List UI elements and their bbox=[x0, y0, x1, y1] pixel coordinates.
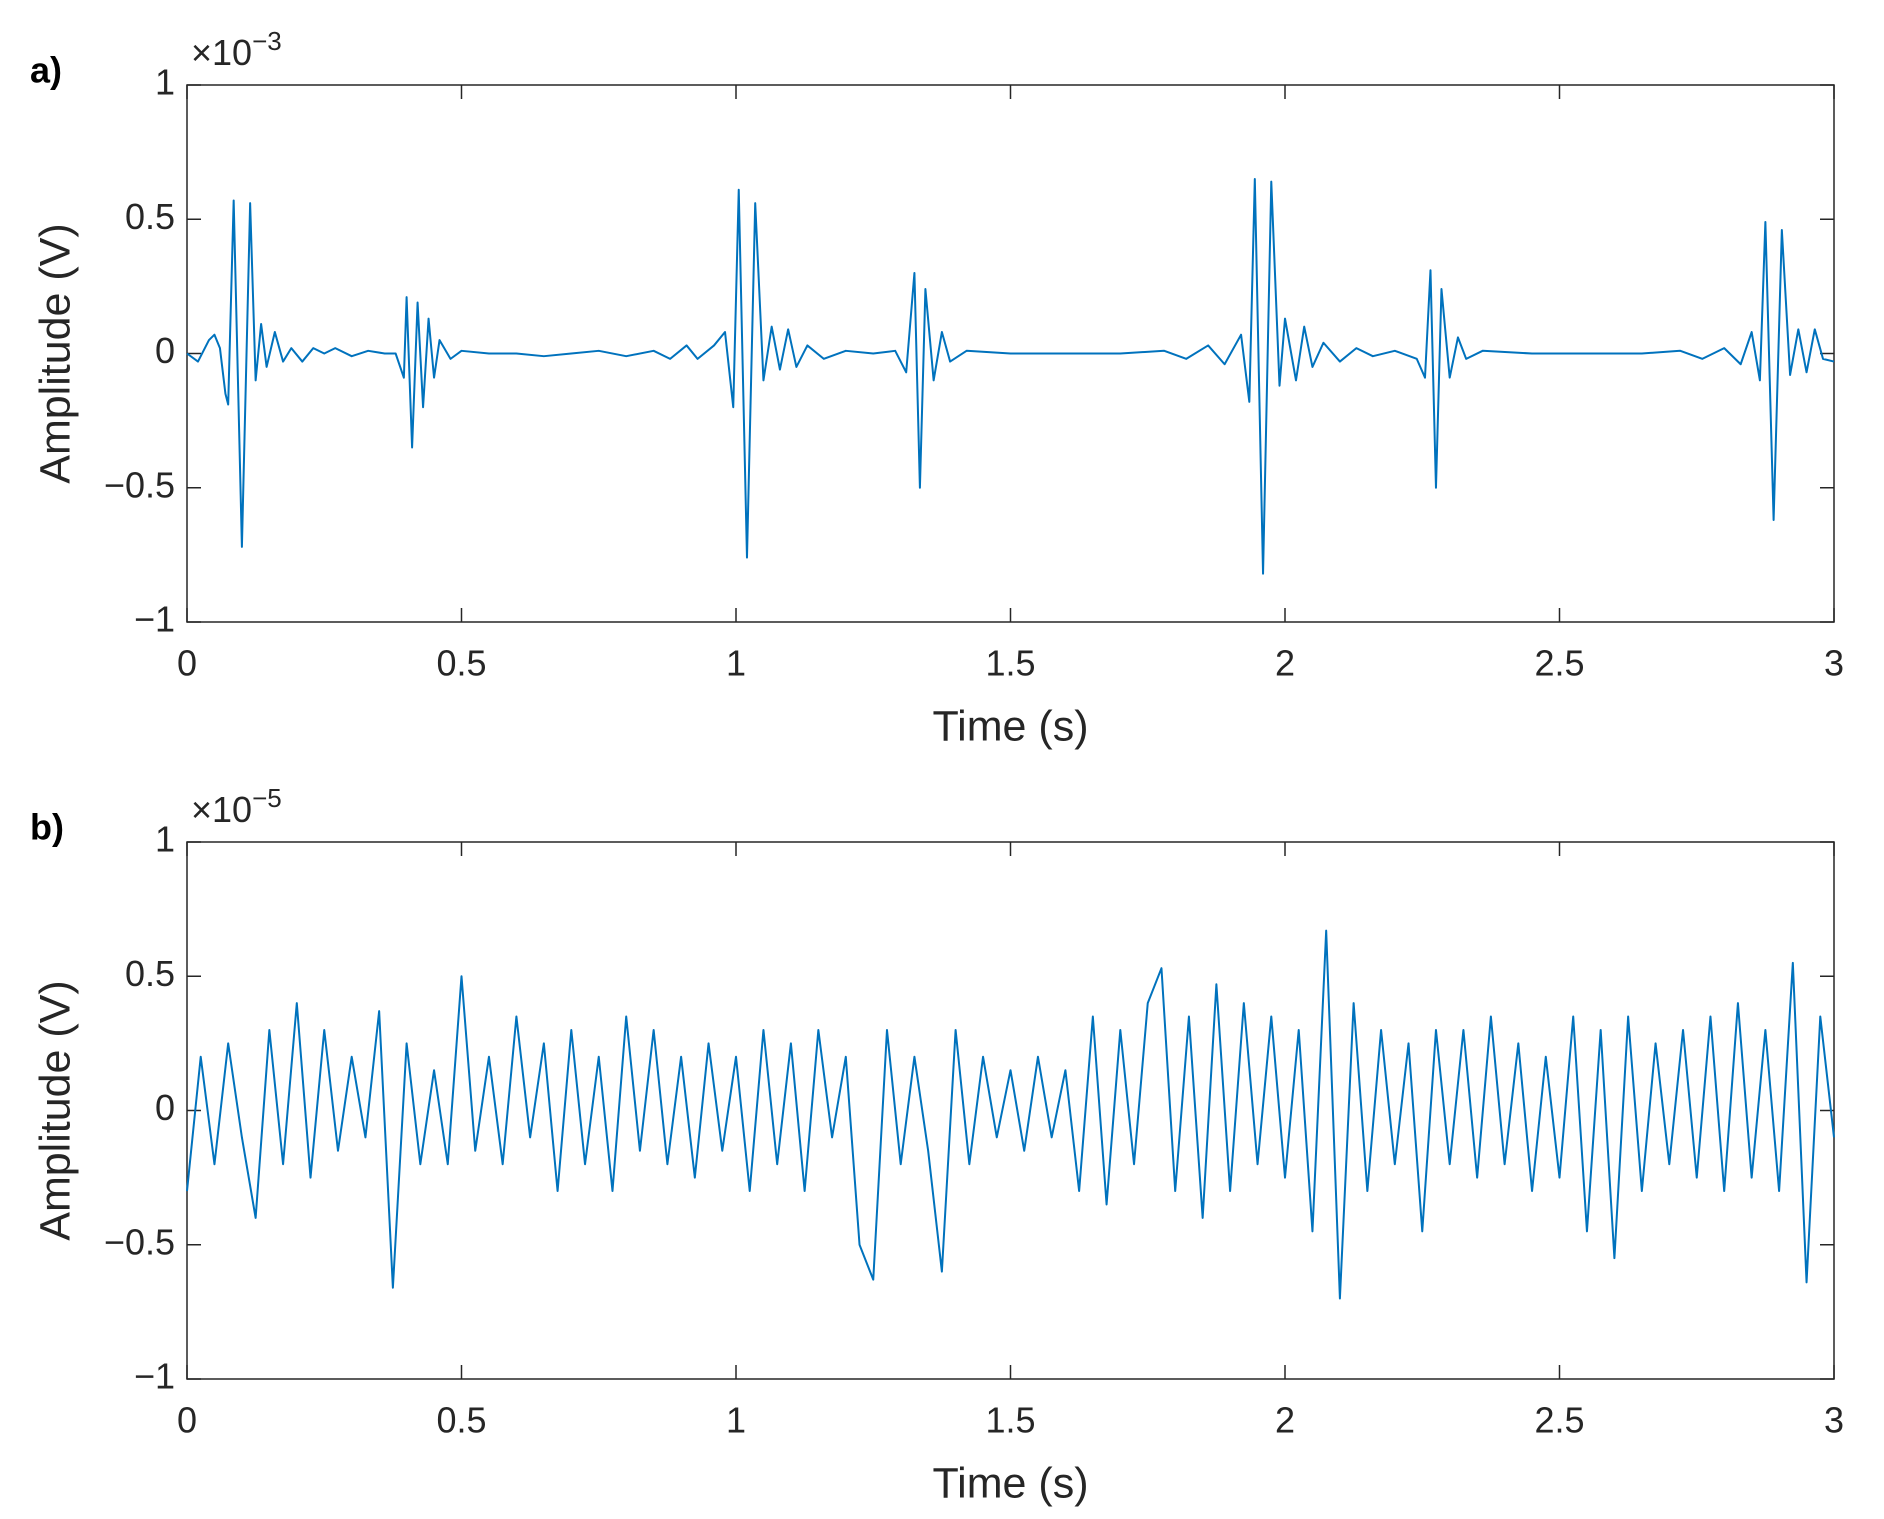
axes-box bbox=[186, 841, 1835, 1380]
y-tick-label: 1 bbox=[155, 62, 175, 103]
y-axis-label: Amplitude (V) bbox=[31, 980, 79, 1240]
x-tick-label: 3 bbox=[1824, 1400, 1844, 1441]
x-axis-label: Time (s) bbox=[932, 1459, 1088, 1507]
y-tick-label: −1 bbox=[134, 1356, 175, 1397]
signal-line bbox=[186, 177, 1835, 575]
x-tick-label: 1 bbox=[726, 643, 746, 684]
x-tick-label: 0 bbox=[177, 643, 197, 684]
multiplier-exponent: −5 bbox=[252, 783, 282, 813]
y-multiplier: ×10−5 bbox=[191, 783, 282, 830]
x-tick-label: 2.5 bbox=[1534, 643, 1584, 684]
x-tick-label: 0 bbox=[177, 1400, 197, 1441]
y-tick-label: 0 bbox=[155, 1087, 175, 1128]
panel-label: b) bbox=[30, 807, 64, 848]
y-tick-label: 0.5 bbox=[125, 196, 175, 237]
panel-label: a) bbox=[30, 50, 62, 91]
x-tick-label: 2 bbox=[1275, 1400, 1295, 1441]
x-tick-label: 2.5 bbox=[1534, 1400, 1584, 1441]
x-tick-label: 2 bbox=[1275, 643, 1295, 684]
y-tick-label: 0 bbox=[155, 330, 175, 371]
multiplier-base: ×10 bbox=[191, 32, 252, 73]
multiplier-base: ×10 bbox=[191, 789, 252, 830]
y-multiplier: ×10−3 bbox=[191, 26, 282, 73]
x-tick-label: 1.5 bbox=[985, 643, 1035, 684]
x-tick-label: 3 bbox=[1824, 643, 1844, 684]
x-tick-label: 0.5 bbox=[436, 1400, 486, 1441]
x-tick-label: 1.5 bbox=[985, 1400, 1035, 1441]
y-tick-label: −0.5 bbox=[104, 1221, 175, 1262]
y-tick-label: −0.5 bbox=[104, 464, 175, 505]
signal-line bbox=[186, 929, 1835, 1300]
x-tick-label: 1 bbox=[726, 1400, 746, 1441]
y-tick-label: 1 bbox=[155, 819, 175, 860]
x-tick-label: 0.5 bbox=[436, 643, 486, 684]
y-tick-label: −1 bbox=[134, 599, 175, 640]
y-tick-label: 0.5 bbox=[125, 953, 175, 994]
y-axis-label: Amplitude (V) bbox=[31, 223, 79, 483]
multiplier-exponent: −3 bbox=[252, 26, 282, 56]
x-axis-label: Time (s) bbox=[932, 702, 1088, 750]
